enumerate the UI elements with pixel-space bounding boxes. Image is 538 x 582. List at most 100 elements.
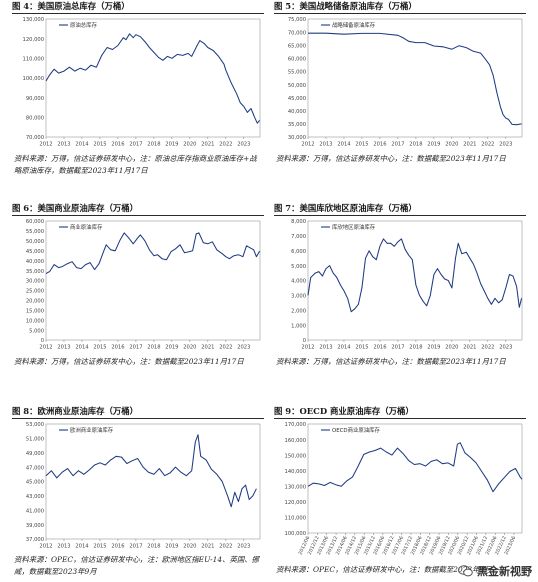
x-tick-label: 2014	[75, 345, 89, 351]
legend-label: 欧洲商业原油库存	[70, 426, 114, 434]
y-tick-label: 80,000	[26, 116, 44, 122]
x-tick-label: 2014	[75, 544, 89, 550]
y-tick-label: 4,000	[291, 279, 306, 285]
figure-title: 图 7：美国库欣地区原油库存（万桶）	[274, 203, 417, 213]
y-tick-label: 90,000	[26, 96, 44, 102]
title-rule	[12, 13, 264, 14]
x-tick-label: 2016	[111, 544, 124, 550]
x-tick-label: 2022	[481, 345, 494, 351]
y-tick-label: 35,000	[26, 269, 44, 275]
x-tick-label: 2023	[499, 142, 512, 148]
y-tick-label: 70,000	[26, 135, 44, 141]
title-rule	[12, 215, 264, 216]
title-rule	[274, 418, 526, 419]
figure-title: 图 9：OECD 商业原油库存（万桶）	[274, 406, 414, 416]
x-tick-label: 2013	[319, 345, 332, 351]
title-rule	[274, 13, 526, 14]
y-tick-label: 7,000	[291, 234, 306, 240]
x-tick-label: 2020	[183, 345, 196, 351]
watermark: 黑金新视野	[458, 563, 532, 579]
x-tick-label: 2020	[183, 142, 196, 148]
x-tick-label: 2016	[111, 142, 124, 148]
y-tick-label: 15,000	[26, 308, 44, 314]
y-tick-label: 39,000	[26, 523, 44, 529]
x-tick-label: 2012	[39, 142, 52, 148]
x-tick-label: 2017	[129, 142, 142, 148]
x-tick-label: 2023	[499, 345, 512, 351]
x-tick-label: 2015	[93, 142, 106, 148]
x-tick-label: 2022	[481, 142, 494, 148]
series-line	[45, 232, 261, 275]
x-tick-label: 2014	[75, 142, 89, 148]
x-tick-label: 2016	[373, 345, 386, 351]
y-tick-label: 100,000	[285, 531, 306, 537]
us-commercial-crude-inventory-chart: 0 5,000 10,000 15,000 20,000 25,000 30,000 35,0…	[26, 219, 261, 351]
y-tick-label: 5,000	[29, 328, 44, 334]
y-tick-label: 37,000	[26, 537, 44, 543]
y-tick-label: 45,000	[26, 249, 44, 255]
x-tick-label: 2017	[391, 142, 404, 148]
y-tick-label: 8,000	[291, 219, 306, 225]
source-note: 资料来源：万得，信达证券研发中心，注：数据截至2023年11月17日	[276, 357, 506, 366]
y-tick-label: 40,000	[26, 259, 44, 265]
y-tick-label: 51,000	[26, 437, 44, 443]
y-tick-label: 20,000	[26, 299, 44, 305]
series-line	[308, 32, 522, 126]
y-tick-label: 140,000	[285, 469, 306, 475]
y-tick-label: 53,000	[26, 422, 44, 428]
x-tick-label: 2015	[93, 544, 106, 550]
x-tick-label: 2014	[337, 142, 351, 148]
y-tick-label: 150,000	[285, 453, 306, 459]
y-tick-label: 0	[303, 338, 306, 344]
y-tick-label: 75,000	[288, 17, 306, 23]
us-total-crude-inventory-chart: 70,000 80,000 90,000 100,000 110,000 120,000 1…	[23, 17, 261, 148]
figure-title: 图 5：美国战略储备原油库存（万桶）	[274, 1, 417, 11]
x-tick-label: 2022	[219, 345, 232, 351]
x-tick-label: 2015	[93, 345, 106, 351]
x-tick-label: 2018	[147, 142, 160, 148]
us-spr-inventory-chart: 30,000 35,000 40,000 45,000 50,000 55,000 60,0…	[288, 17, 523, 148]
x-tick-label: 2012	[39, 544, 52, 550]
y-tick-label: 110,000	[285, 516, 306, 522]
x-tick-label: 2023	[237, 544, 250, 550]
title-rule	[12, 418, 264, 419]
oecd-commercial-crude-inventory-chart: 100,000 110,000 120,000 130,000 140,000 150,0…	[285, 422, 523, 556]
x-tick-label: 2013	[57, 345, 70, 351]
figure-title: 图 4：美国原油总库存（万桶）	[12, 1, 130, 11]
europe-commercial-crude-inventory-chart: 37,000 39,000 41,000 43,000 45,000 47,000 49,0…	[26, 422, 261, 550]
y-tick-label: 110,000	[23, 57, 44, 63]
figure-title: 图 6：美国商业原油库存（万桶）	[12, 203, 138, 213]
y-tick-label: 55,000	[288, 70, 306, 76]
x-tick-label: 2022	[219, 142, 232, 148]
x-tick-label: 2015	[355, 345, 368, 351]
y-tick-label: 45,000	[288, 96, 306, 102]
cushing-crude-inventory-chart: 0 1,000 2,000 3,000 4,000 5,000 6,000 7,000 8,00…	[291, 219, 523, 351]
legend-label: 原油总库存	[70, 21, 98, 29]
x-tick-label: 2019	[427, 345, 440, 351]
y-tick-label: 3,000	[291, 294, 306, 300]
y-tick-label: 50,000	[26, 239, 44, 245]
y-tick-label: 100,000	[23, 76, 44, 82]
y-tick-label: 6,000	[291, 249, 306, 255]
x-tick-label: 2014	[337, 345, 351, 351]
y-tick-label: 60,000	[288, 57, 306, 63]
legend-label: 商业原油库存	[70, 223, 103, 231]
source-note: 资料来源：万得，信达证券研发中心，注：原油总库存指商业原油库存+战略原油库存，数…	[14, 154, 257, 175]
x-tick-label: 2013	[57, 142, 70, 148]
x-tick-label: 2021	[201, 345, 214, 351]
y-tick-label: 0	[41, 338, 44, 344]
y-tick-label: 120,000	[285, 500, 306, 506]
x-tick-label: 2021	[463, 142, 476, 148]
plot-frame	[307, 423, 523, 534]
x-tick-label: 2016	[111, 345, 124, 351]
x-tick-label: 2017	[391, 345, 404, 351]
x-tick-label: 2013	[57, 544, 70, 550]
y-tick-label: 47,000	[26, 465, 44, 471]
x-tick-label: 2019	[165, 544, 178, 550]
x-tick-label: 2017	[129, 544, 142, 550]
y-tick-label: 5,000	[291, 264, 306, 270]
y-tick-label: 30,000	[288, 135, 306, 141]
x-tick-label: 2019	[165, 142, 178, 148]
plot-frame	[45, 220, 261, 341]
x-tick-label: 2019	[427, 142, 440, 148]
